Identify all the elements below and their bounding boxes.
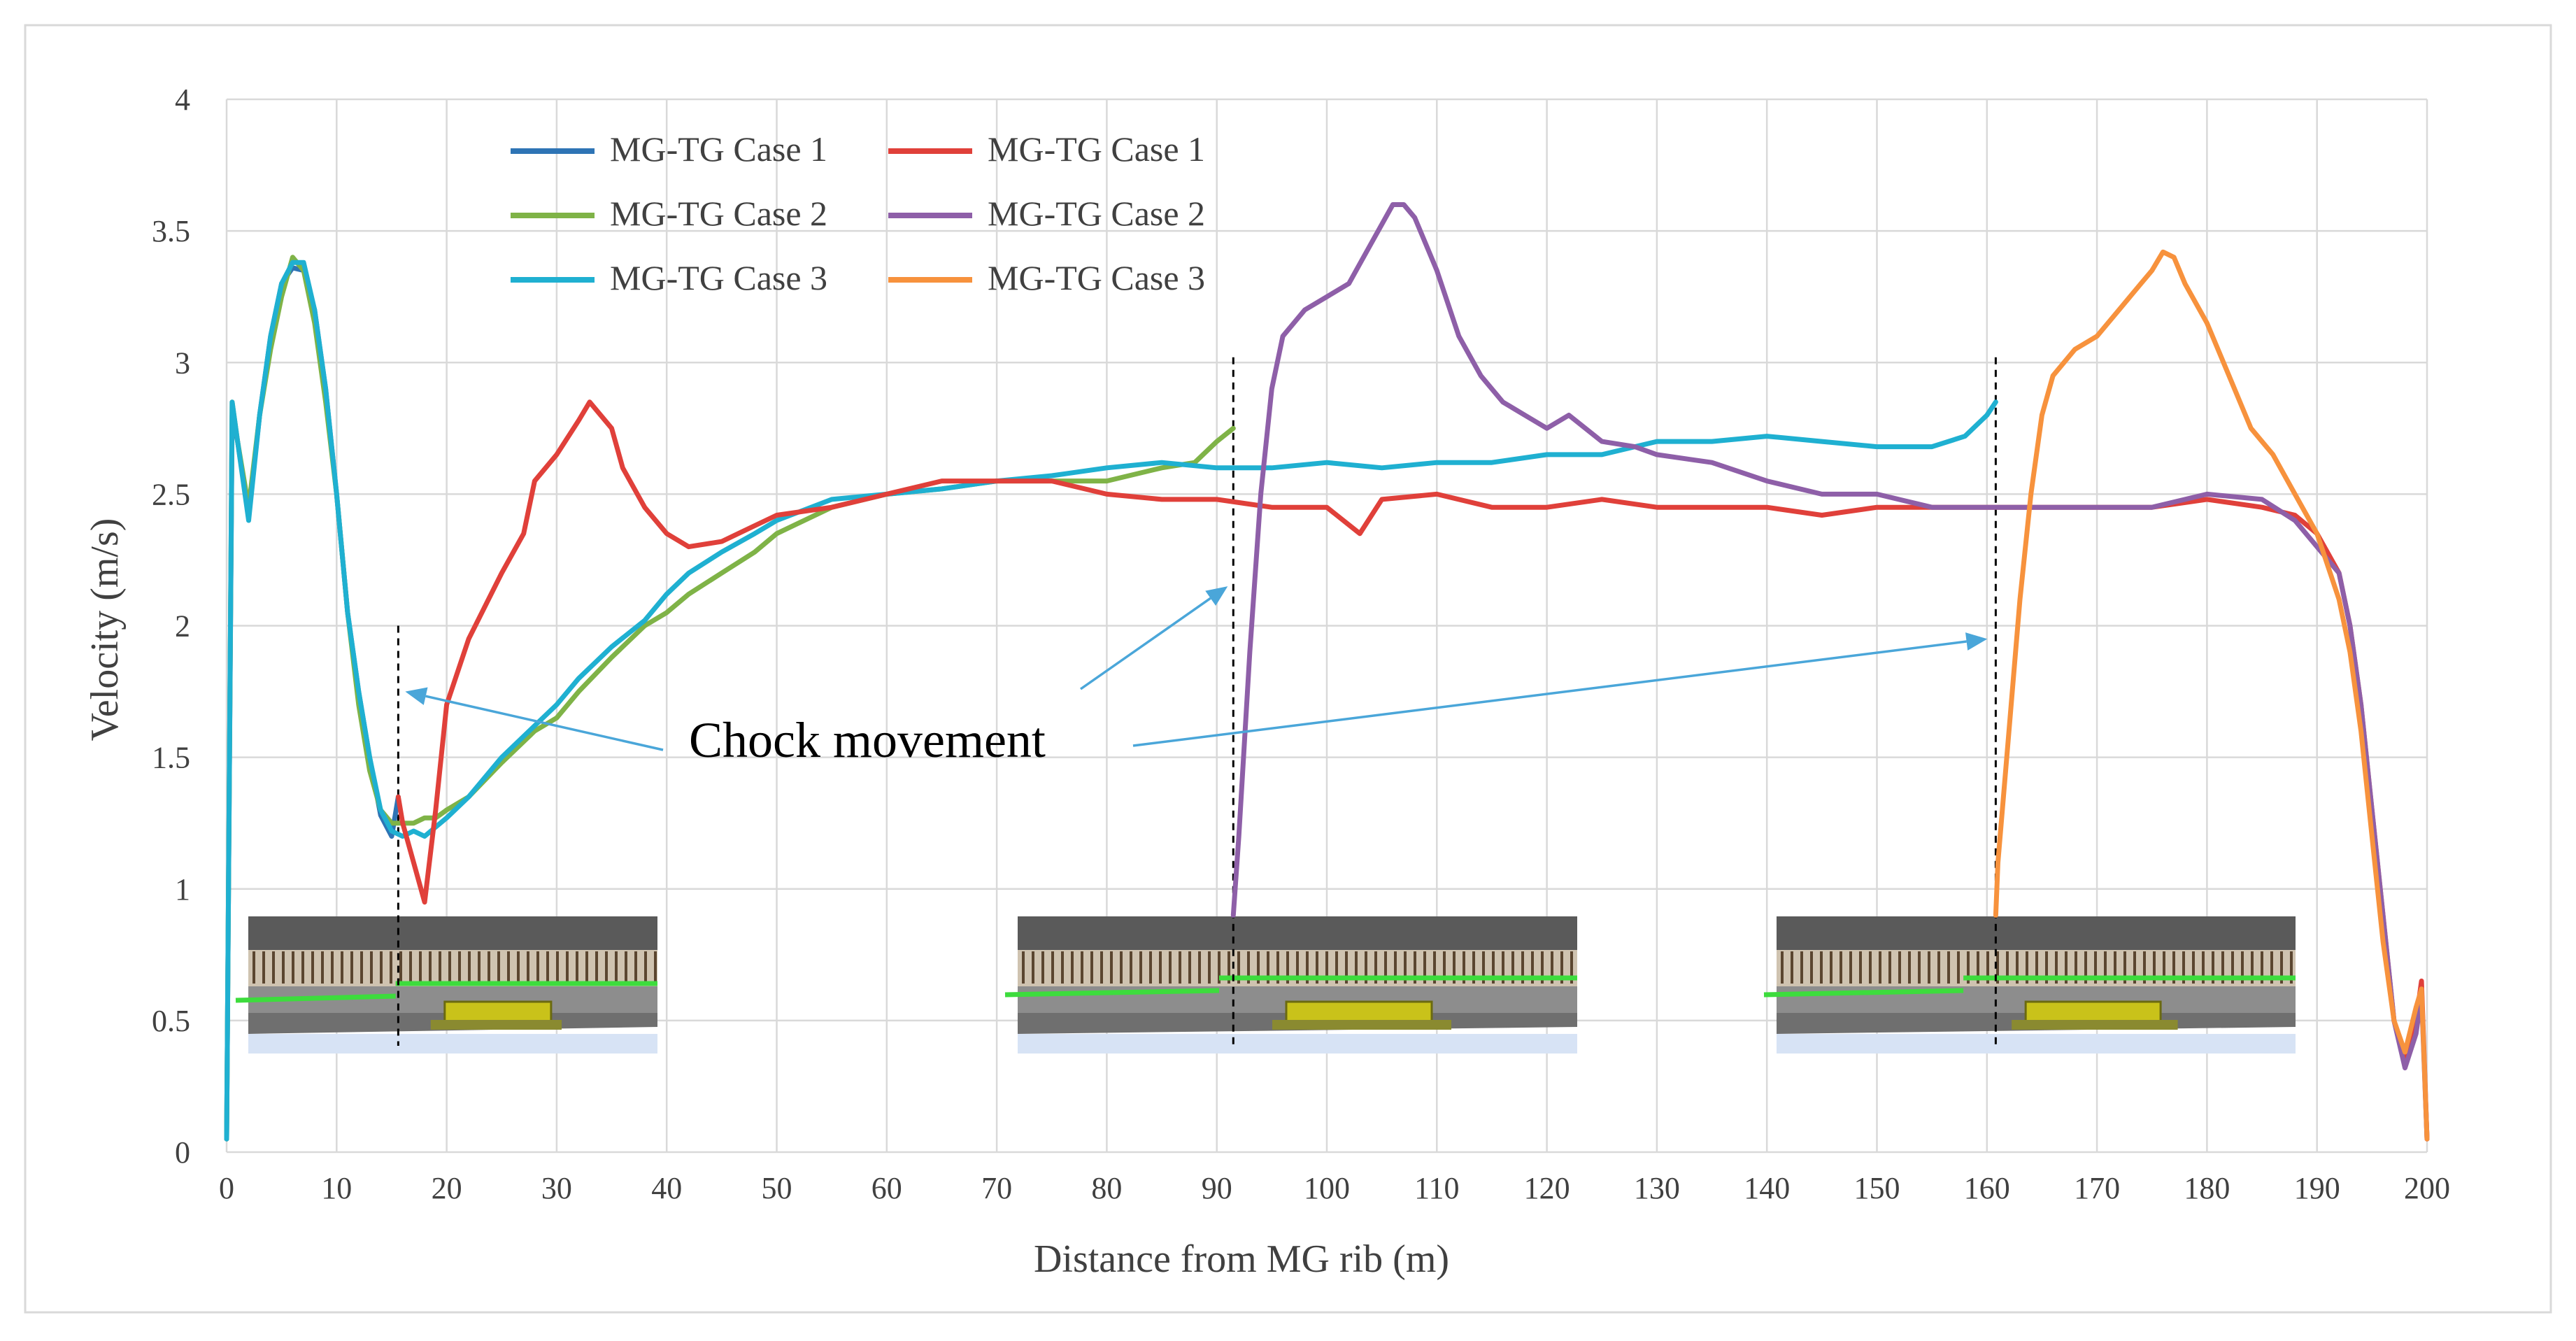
y-tick-label: 3.5 <box>152 214 190 248</box>
x-tick-label: 110 <box>1414 1171 1459 1205</box>
x-tick-label: 120 <box>1524 1171 1570 1205</box>
y-tick-label: 1.5 <box>152 741 190 775</box>
y-tick-label: 1 <box>175 872 190 907</box>
legend-label: MG-TG Case 2 <box>610 194 827 233</box>
annotation-chock-movement: Chock movement <box>689 712 1046 768</box>
legend-label: MG-TG Case 3 <box>988 258 1205 297</box>
x-tick-label: 100 <box>1304 1171 1350 1205</box>
x-axis-title: Distance from MG rib (m) <box>1034 1237 1449 1281</box>
chock-schematic-1 <box>235 916 657 1053</box>
x-tick-label: 0 <box>219 1171 234 1205</box>
y-tick-label: 0 <box>175 1135 190 1170</box>
x-tick-label: 60 <box>871 1171 902 1205</box>
legend-label: MG-TG Case 1 <box>988 129 1205 169</box>
chock-schematic-2 <box>1004 916 1577 1053</box>
x-tick-label: 140 <box>1744 1171 1790 1205</box>
x-tick-label: 190 <box>2294 1171 2340 1205</box>
y-tick-label: 4 <box>175 83 190 117</box>
chock-schematics <box>235 916 2296 1053</box>
legend-label: MG-TG Case 2 <box>988 194 1205 233</box>
y-tick-label: 2 <box>175 609 190 644</box>
legend: MG-TG Case 1 MG-TG Case 1 MG-TG Case 2 MG-T… <box>511 129 1205 297</box>
chock-schematic-3 <box>1763 916 2296 1053</box>
chock-markers <box>397 357 1997 1046</box>
x-tick-label: 200 <box>2404 1171 2450 1205</box>
x-tick-label: 180 <box>2184 1171 2230 1205</box>
y-tick-label: 3 <box>175 346 190 380</box>
annotation-arrow <box>1079 597 1211 690</box>
legend-label: MG-TG Case 1 <box>610 129 827 169</box>
y-tick-label: 2.5 <box>152 477 190 511</box>
x-tick-label: 20 <box>432 1171 462 1205</box>
annotation-layer: Chock movement <box>405 586 1988 768</box>
series-line-3 <box>224 260 1998 1142</box>
x-tick-label: 40 <box>651 1171 682 1205</box>
chart-frame <box>24 24 2552 1314</box>
x-tick-label: 90 <box>1202 1171 1232 1205</box>
annotation-arrowhead <box>1205 586 1228 606</box>
annotation-arrowhead <box>1965 632 1988 651</box>
x-tick-label: 70 <box>981 1171 1012 1205</box>
legend-label: MG-TG Case 3 <box>610 258 827 297</box>
data-series <box>224 202 2430 1142</box>
y-tick-label: 0.5 <box>152 1004 190 1038</box>
x-tick-label: 170 <box>2074 1171 2120 1205</box>
annotation-arrowhead <box>405 687 428 705</box>
x-tick-label: 30 <box>541 1171 572 1205</box>
x-tick-label: 10 <box>321 1171 352 1205</box>
annotation-arrow <box>1132 640 1967 747</box>
y-axis-title: Velocity (m/s) <box>83 518 127 742</box>
x-tick-label: 130 <box>1634 1171 1680 1205</box>
x-tick-label: 50 <box>762 1171 792 1205</box>
axis-ticks: 0 10 20 30 40 50 60 70 80 90 100 110 120 130 140 150 160… <box>152 83 2450 1205</box>
series-line-6 <box>1993 249 2430 1142</box>
x-tick-label: 160 <box>1964 1171 2010 1205</box>
x-tick-label: 150 <box>1854 1171 1900 1205</box>
annotation-arrow <box>425 695 664 751</box>
x-tick-label: 80 <box>1091 1171 1122 1205</box>
series-line-5 <box>1230 202 2430 1142</box>
